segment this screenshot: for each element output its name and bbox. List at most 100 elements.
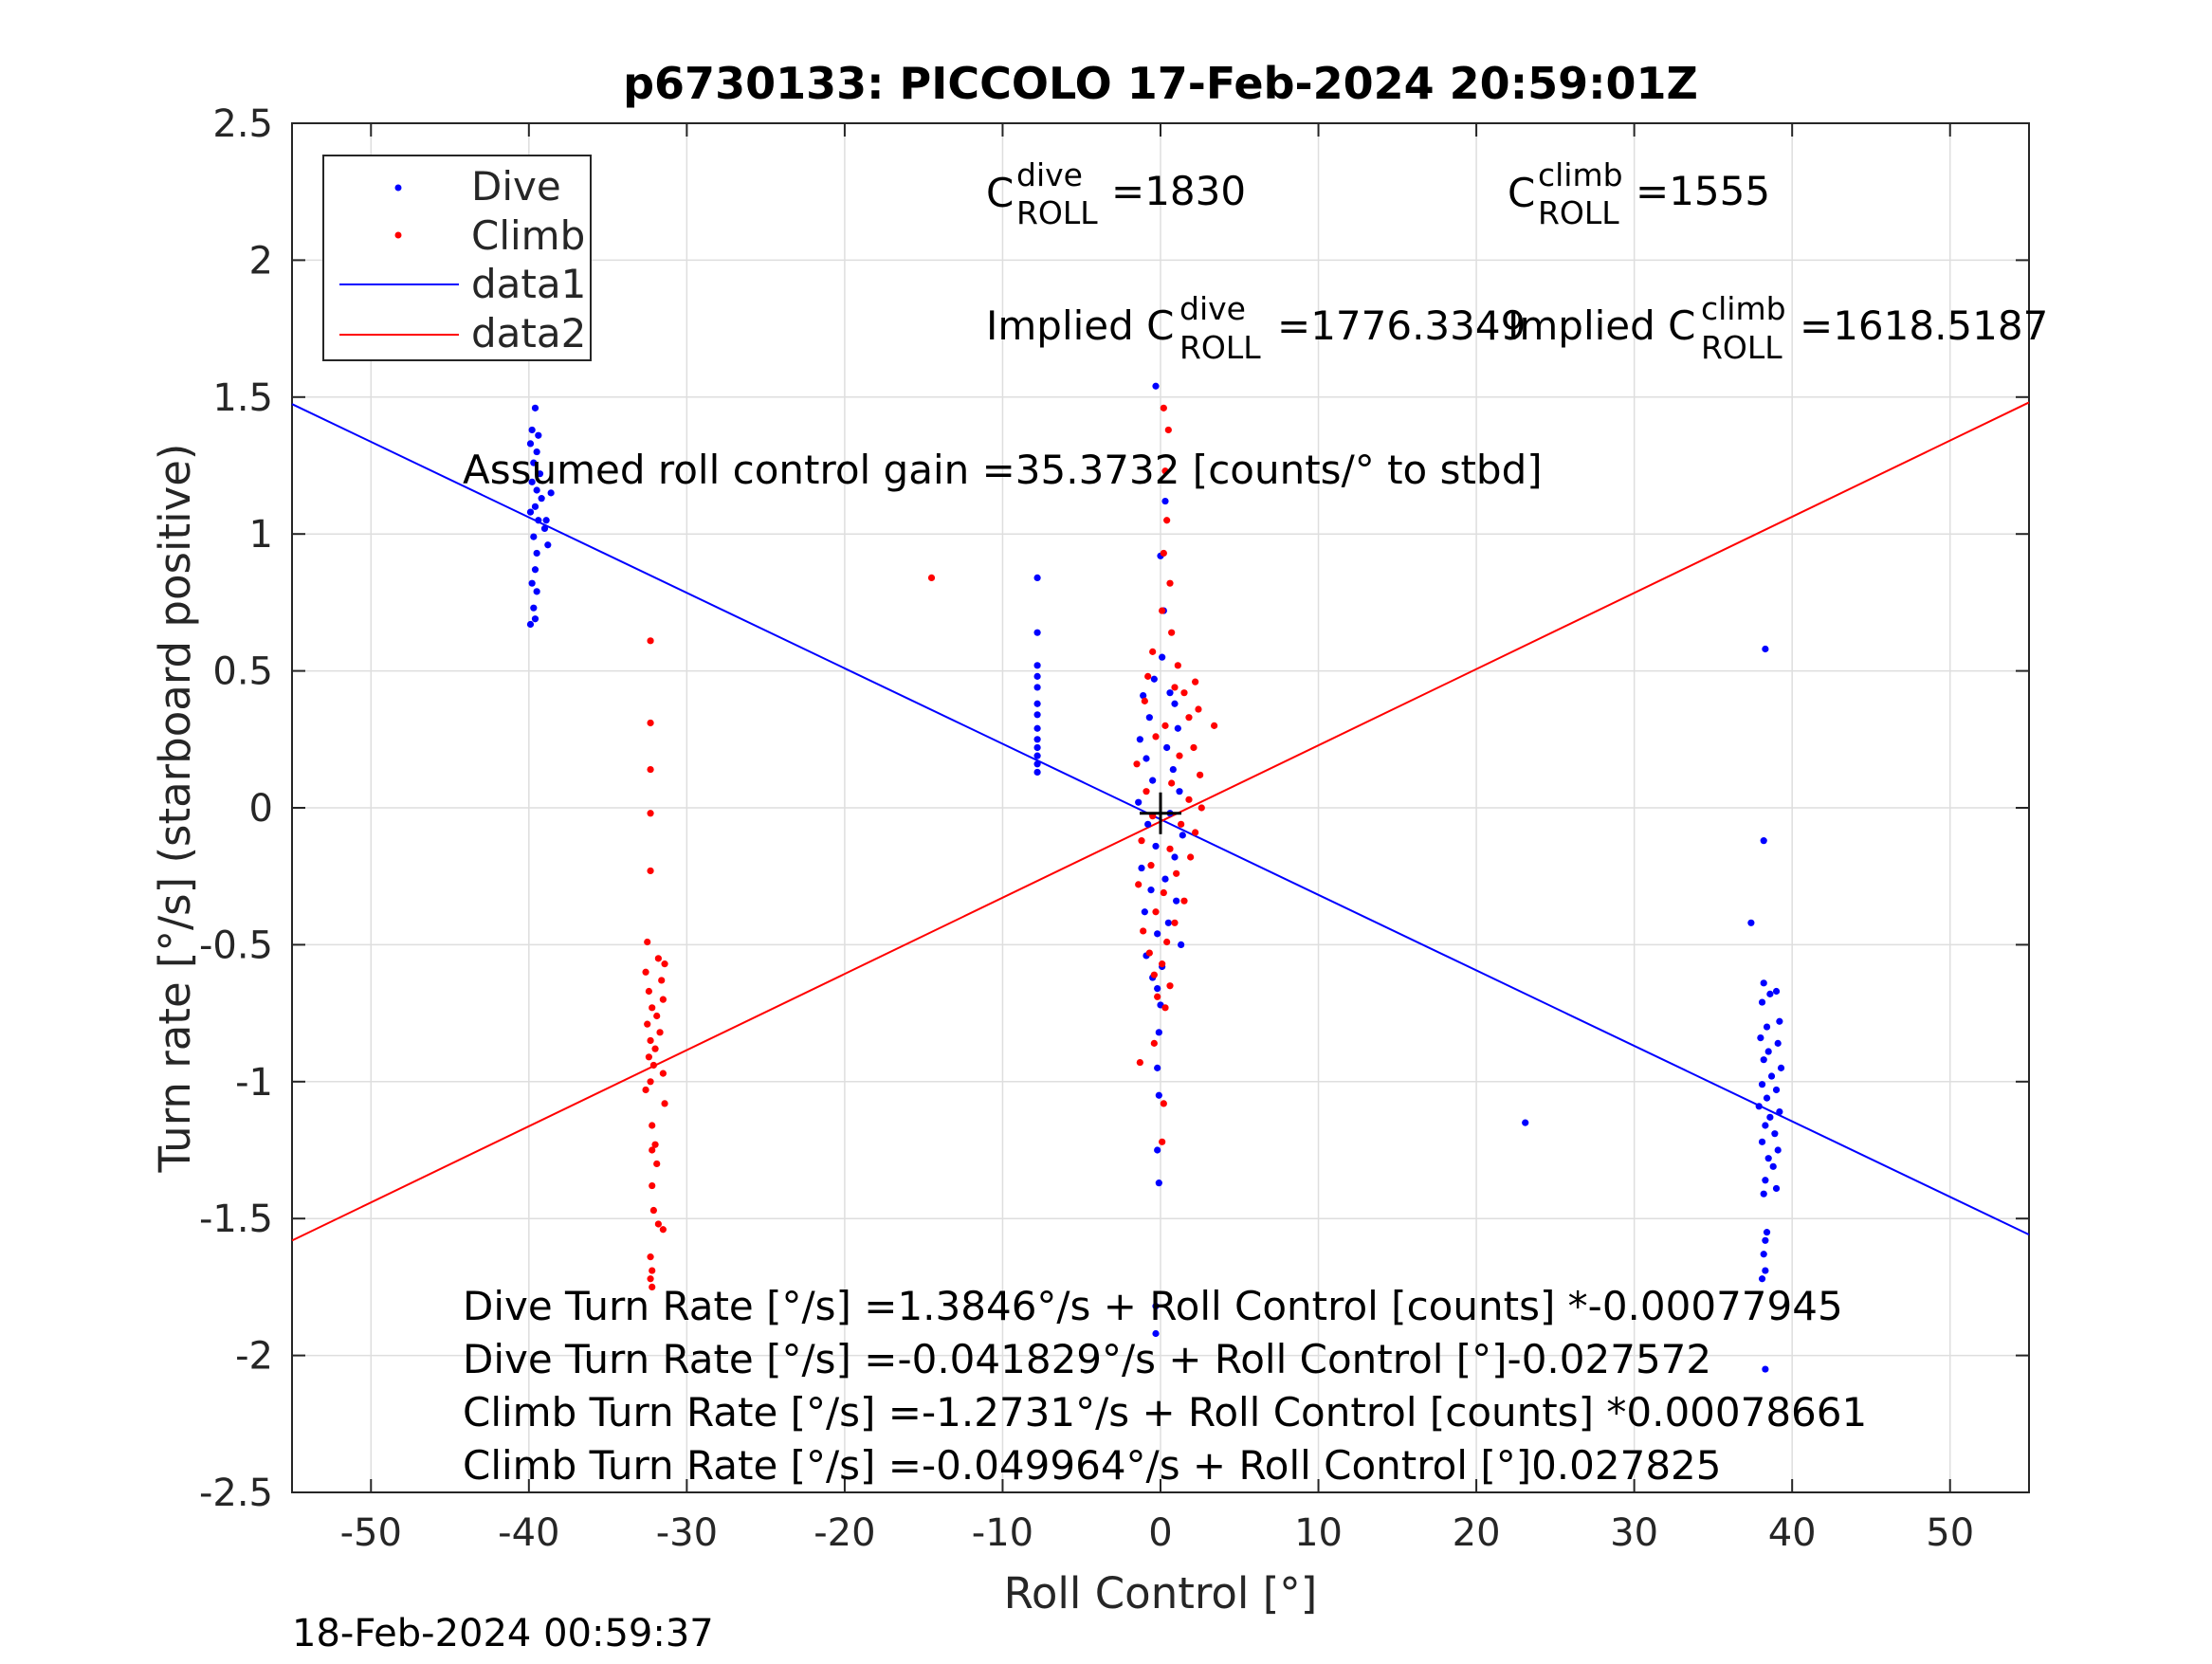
climb-point <box>661 960 668 968</box>
dive-point <box>1760 837 1767 845</box>
dive-point <box>1776 1107 1783 1116</box>
dive-point <box>540 524 549 533</box>
x-tick-label: 10 <box>1294 1511 1343 1555</box>
c-climb-value: =1555 <box>1636 168 1770 214</box>
dive-point <box>1155 1091 1162 1099</box>
y-tick-label: -0.5 <box>199 923 273 967</box>
x-tick-label: 50 <box>1926 1511 1974 1555</box>
dive-point <box>1766 990 1774 997</box>
climb-point <box>1160 888 1167 897</box>
climb-point <box>1185 714 1193 722</box>
dive-point <box>1174 724 1181 732</box>
climb-point <box>1141 697 1148 704</box>
legend-data2-label: data2 <box>471 310 586 357</box>
climb-point <box>1195 705 1202 713</box>
y-tick-label: -1 <box>235 1061 273 1105</box>
dive-point <box>1140 691 1147 700</box>
climb-point <box>651 1141 659 1148</box>
dive-point <box>1762 1236 1769 1244</box>
dive-point <box>1033 752 1041 759</box>
dive-point <box>1033 736 1041 743</box>
dive-point <box>1141 908 1148 916</box>
dive-point <box>533 486 540 494</box>
climb-point <box>658 977 666 984</box>
equation-line: Dive Turn Rate [°/s] =-0.041829°/s + Rol… <box>463 1336 1711 1382</box>
climb-point <box>642 1086 649 1094</box>
y-tick-labels: 2.5 2 1.5 1 0.5 0 -0.5 -1 -1.5 -2 -2.5 <box>199 102 273 1515</box>
y-tick-label: 1.5 <box>212 376 273 420</box>
dive-point <box>530 459 538 466</box>
dive-point <box>1161 497 1169 505</box>
dive-point <box>1161 875 1169 883</box>
climb-point <box>1147 862 1155 869</box>
dive-point <box>1774 1039 1782 1047</box>
dive-point <box>1154 1064 1161 1071</box>
implied-dive-sup: dive <box>1179 290 1246 327</box>
climb-point <box>644 938 651 946</box>
dive-point <box>1152 1329 1160 1338</box>
climb-point <box>645 1053 652 1061</box>
climb-point <box>653 1012 661 1020</box>
x-tick-label: 40 <box>1768 1511 1817 1555</box>
x-tick-label: 30 <box>1610 1511 1658 1555</box>
climb-point <box>1150 971 1158 978</box>
dive-point <box>531 615 539 623</box>
climb-point <box>1166 845 1174 852</box>
climb-point <box>647 765 654 774</box>
c-dive-base: C <box>986 170 1014 216</box>
climb-point <box>1136 1058 1143 1067</box>
climb-point <box>645 987 652 996</box>
dive-point <box>1760 1251 1767 1258</box>
dive-point <box>533 448 540 456</box>
dive-point <box>1762 1267 1769 1274</box>
climb-point <box>1135 881 1143 888</box>
legend-box <box>322 155 592 361</box>
x-tick-label: 20 <box>1453 1511 1501 1555</box>
dive-point <box>1171 700 1179 707</box>
dive-point <box>1149 777 1157 784</box>
climb-point <box>1197 771 1204 778</box>
climb-point <box>647 1275 654 1283</box>
x-tick-label: -30 <box>656 1511 718 1555</box>
climb-points <box>642 404 1218 1290</box>
climb-point <box>1144 672 1152 680</box>
dive-point <box>1135 798 1143 806</box>
climb-point <box>1178 820 1185 828</box>
dive-point <box>1033 662 1041 669</box>
y-tick-label: -2.5 <box>199 1472 273 1515</box>
dive-point <box>1762 1177 1769 1184</box>
climb-point <box>1161 467 1169 475</box>
climb-point <box>649 1181 656 1190</box>
climb-point <box>1159 607 1166 614</box>
climb-point <box>1171 919 1179 926</box>
mean-marker <box>1140 792 1181 834</box>
climb-point <box>654 955 662 962</box>
dive-point <box>1747 919 1755 926</box>
climb-point <box>1187 853 1195 861</box>
dive-point <box>1772 1086 1781 1094</box>
dive-point <box>1144 820 1152 828</box>
x-tick-label: -10 <box>972 1511 1033 1555</box>
dive-point <box>547 489 555 497</box>
dive-point <box>1766 1113 1774 1121</box>
dive-point <box>1758 998 1766 1006</box>
climb-point <box>653 1160 661 1168</box>
x-tick-label: -40 <box>498 1511 559 1555</box>
dive-point <box>1762 1122 1769 1129</box>
dive-point <box>531 566 539 574</box>
chart-title: p6730133: PICCOLO 17-Feb-2024 20:59:01Z <box>623 58 1698 109</box>
dive-point <box>1136 736 1143 743</box>
legend-climb-swatch <box>394 231 402 239</box>
dive-point <box>1033 684 1041 691</box>
dive-point <box>1163 743 1171 752</box>
climb-point <box>649 1061 657 1070</box>
legend-climb-label: Climb <box>471 212 585 259</box>
climb-point <box>649 1283 656 1290</box>
y-tick-label: -2 <box>235 1335 273 1379</box>
climb-point <box>654 1220 662 1228</box>
dive-point <box>528 426 536 434</box>
c-climb-base: C <box>1508 170 1535 216</box>
gain-annotation: Assumed roll control gain =35.3732 [coun… <box>463 447 1543 493</box>
dive-point <box>1147 887 1155 894</box>
